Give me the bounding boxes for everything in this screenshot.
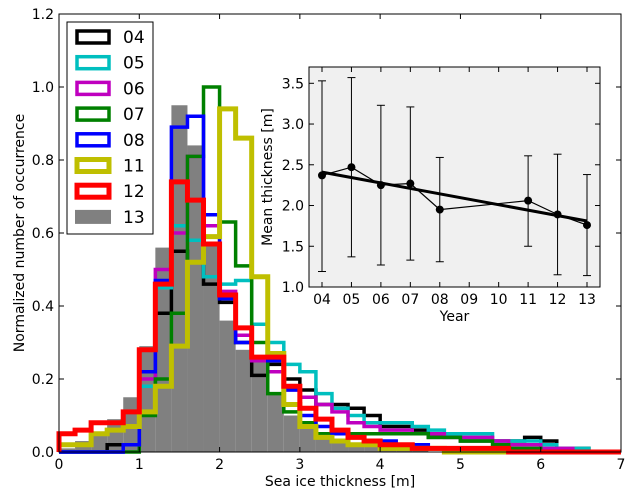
inset-y-tick-label: 3.5: [282, 76, 304, 92]
legend-swatch-07: [75, 106, 111, 122]
inset-x-tick-label: 13: [578, 292, 596, 308]
histogram-bar-13: [251, 360, 268, 452]
y-tick-label: 0.0: [32, 445, 54, 461]
histogram-bar-13: [171, 105, 188, 452]
inset-x-tick-label: 05: [343, 292, 361, 308]
histogram-bar-13: [219, 320, 236, 452]
histogram-bar-13: [203, 243, 220, 452]
legend-label-04: 04: [123, 28, 145, 48]
histogram-series-bars: [59, 105, 429, 452]
histogram-bar-13: [364, 444, 381, 452]
inset-x-tick-label: 11: [519, 292, 537, 308]
legend-swatch-12: [74, 182, 112, 200]
histogram-step-05: [59, 223, 621, 454]
legend-label-08: 08: [123, 131, 145, 151]
y-tick-label: 1.0: [32, 80, 54, 96]
histogram-step-06: [59, 154, 621, 454]
inset-mean-line: [321, 166, 588, 226]
inset-y-tick-label: 1.5: [282, 239, 304, 255]
legend-label-11: 11: [123, 157, 145, 177]
histogram-y-axis-label: Normalized number of occurrence: [12, 114, 28, 352]
inset-trend-line: [321, 170, 588, 223]
legend-swatch-06: [75, 80, 111, 97]
inset-mean-point: [376, 181, 385, 190]
inset-y-tick-label: 2.0: [282, 199, 304, 215]
histogram-bar-13: [299, 426, 316, 452]
legend-swatch-13: [75, 209, 111, 224]
inset-x-axis-label: Year: [439, 309, 470, 325]
x-tick-label: 7: [617, 457, 626, 473]
legend-label-07: 07: [123, 105, 145, 125]
inset-mean-point: [524, 196, 533, 205]
legend-label-05: 05: [123, 54, 145, 74]
inset-x-tick-label: 09: [460, 292, 478, 308]
y-tick-label: 0.4: [32, 299, 54, 315]
inset-y-axis-label: Mean thickness [m]: [260, 108, 276, 246]
x-tick-label: 1: [135, 457, 144, 473]
inset-mean-point: [583, 221, 591, 230]
inset-x-tick-label: 04: [313, 292, 331, 308]
legend-swatch-05: [75, 54, 111, 71]
histogram-bar-13: [348, 444, 365, 452]
inset-x-tick-label: 07: [401, 292, 419, 308]
x-tick-label: 3: [295, 457, 304, 473]
x-tick-label: 4: [376, 457, 385, 473]
inset-y-tick-label: 3.0: [282, 117, 304, 133]
inset-x-tick-label: 12: [549, 292, 567, 308]
inset-mean-point: [318, 171, 326, 180]
inset-y-tick-label: 2.5: [282, 158, 304, 174]
histogram-x-axis-label: Sea ice thickness [m]: [265, 474, 415, 490]
inset-chart: 04 05 06 07 08 09 10 11 12 13 1.0 1.5 2.0 2.5 3.0 3.5: [282, 66, 601, 308]
x-tick-label: 6: [536, 457, 545, 473]
legend-label-12: 12: [123, 182, 145, 202]
inset-mean-point: [553, 210, 562, 219]
y-tick-label: 1.2: [32, 7, 54, 23]
y-tick-label: 0.8: [32, 153, 54, 169]
x-tick-label: 5: [456, 457, 465, 473]
legend-swatch-08: [75, 132, 111, 148]
inset-mean-point: [435, 205, 444, 214]
legend-label-06: 06: [123, 79, 145, 99]
legend-swatch-04: [75, 29, 111, 45]
histogram-bar-13: [283, 415, 300, 452]
histogram-bar-13: [267, 393, 284, 452]
inset-plot-area: [308, 66, 601, 288]
histogram-bar-13: [235, 349, 252, 452]
inset-y-tick-label: 1.0: [282, 280, 304, 296]
legend-label-13: 13: [123, 208, 145, 228]
inset-mean-point: [347, 163, 356, 172]
histogram-axes: 0 1 2 3 4 5 6 70.00.20.40.60.81.01.2: [32, 7, 626, 473]
x-tick-label: 2: [215, 457, 224, 473]
histogram-bar-13: [91, 433, 108, 452]
legend-swatch-11: [74, 157, 112, 174]
inset-x-tick-label: 06: [372, 292, 390, 308]
histogram-bar-13: [187, 145, 204, 452]
histogram-bar-13: [155, 247, 172, 452]
inset-x-tick-label: 08: [431, 292, 449, 308]
inset-x-tick-label: 10: [490, 292, 508, 308]
inset-mean-point: [406, 179, 415, 188]
x-tick-label: 0: [55, 457, 64, 473]
legend: 04 05 06 07 08 11 12 13: [66, 21, 154, 235]
y-tick-label: 0.6: [32, 226, 54, 242]
y-tick-label: 0.2: [32, 372, 54, 388]
histogram-bar-13: [331, 441, 349, 452]
histogram-step-12: [56, 179, 621, 455]
histogram-bar-13: [59, 448, 76, 452]
